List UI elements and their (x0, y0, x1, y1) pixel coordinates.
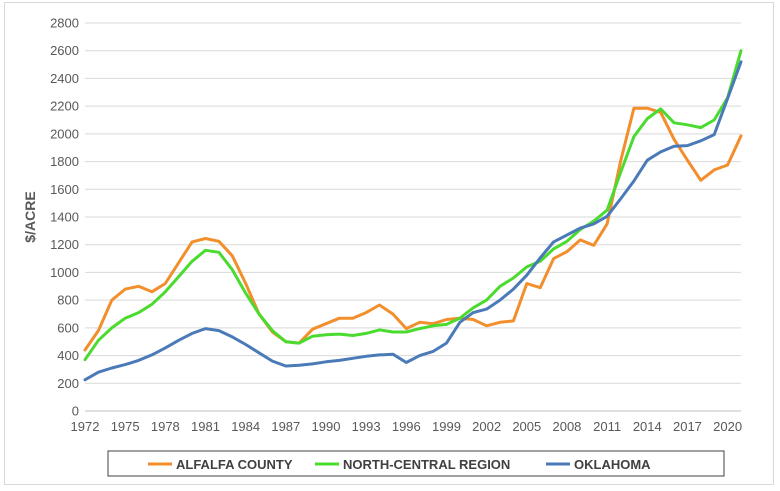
legend-label-oklahoma: OKLAHOMA (574, 457, 651, 472)
x-tick-label: 1990 (312, 419, 341, 434)
legend-box (107, 450, 725, 477)
series-lines (83, 49, 743, 382)
y-tick-label: 2800 (50, 16, 79, 31)
x-tick-label: 1978 (151, 419, 180, 434)
y-tick-label: 2400 (50, 71, 79, 86)
x-tick-label: 2002 (472, 419, 501, 434)
x-tick-label: 2008 (552, 419, 581, 434)
y-tick-label: 400 (57, 348, 79, 363)
y-tick-label: 0 (72, 404, 79, 419)
x-tick-label: 1987 (271, 419, 300, 434)
grid-lines (85, 22, 741, 412)
x-tick-label: 1981 (191, 419, 220, 434)
y-tick-label: 1200 (50, 237, 79, 252)
x-tick-label: 2011 (593, 419, 621, 434)
legend-label-north-central-region: NORTH-CENTRAL REGION (343, 457, 510, 472)
y-axis-label: $/ACRE (22, 191, 38, 242)
x-tick-label: 1972 (71, 419, 100, 434)
y-tick-label: 2600 (50, 43, 79, 58)
y-tick-label: 600 (57, 320, 79, 335)
chart-frame: 0 200 400 600 800 1000 1200 1400 1600 1800 2000 220… (4, 2, 774, 485)
x-tick-label: 1999 (432, 419, 461, 434)
x-tick-label: 2014 (633, 419, 662, 434)
x-tick-label: 2017 (673, 419, 702, 434)
y-tick-label: 2000 (50, 126, 79, 141)
legend: ALFALFA COUNTY NORTH-CENTRAL REGION OKLAHO… (107, 450, 725, 477)
x-tick-label: 2020 (713, 419, 742, 434)
x-tick-label: 2005 (512, 419, 541, 434)
y-tick-label: 1400 (50, 210, 79, 225)
series-line-oklahoma (83, 60, 743, 382)
series-line-alfalfa-county (83, 106, 743, 352)
x-tick-label: 1984 (231, 419, 260, 434)
y-tick-label: 1000 (50, 265, 79, 280)
x-tick-label: 1975 (111, 419, 140, 434)
y-tick-label: 1800 (50, 154, 79, 169)
series-line-north-central-region (83, 49, 743, 362)
y-tick-label: 200 (57, 376, 79, 391)
legend-label-alfalfa-county: ALFALFA COUNTY (176, 457, 293, 472)
x-tick-label: 1996 (392, 419, 421, 434)
axes: 0 200 400 600 800 1000 1200 1400 1600 1800 2000 220… (50, 16, 742, 435)
y-tick-label: 1600 (50, 182, 79, 197)
y-tick-label: 2200 (50, 99, 79, 114)
line-chart: 0 200 400 600 800 1000 1200 1400 1600 1800 2000 220… (22, 16, 743, 477)
y-tick-label: 800 (57, 293, 79, 308)
x-tick-label: 1993 (352, 419, 381, 434)
